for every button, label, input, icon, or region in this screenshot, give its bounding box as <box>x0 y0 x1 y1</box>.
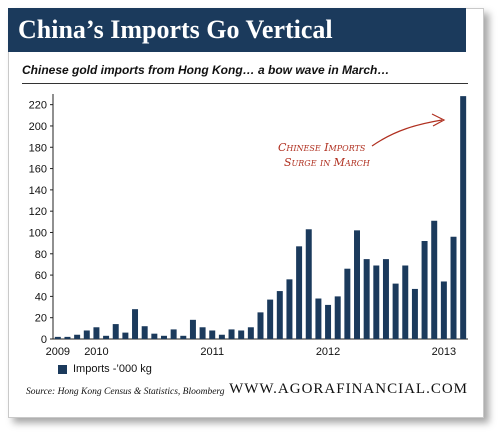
y-tick-label: 20 <box>35 313 47 325</box>
legend: Imports -’000 kg <box>58 363 152 375</box>
x-tick-label: 2010 <box>84 346 108 358</box>
bar <box>54 336 61 339</box>
bar <box>402 265 409 339</box>
y-tick-label: 220 <box>29 100 47 112</box>
y-tick-label: 180 <box>29 142 47 154</box>
chart-subtitle: Chinese gold imports from Hong Kong… a b… <box>22 63 390 77</box>
bar <box>112 324 119 339</box>
bar <box>141 326 148 339</box>
y-tick-label: 60 <box>35 270 47 282</box>
bar <box>238 330 245 339</box>
legend-label: Imports -’000 kg <box>73 363 152 375</box>
y-axis: 0 20 40 60 80 100 120 140 160 180 200 220 <box>29 94 54 346</box>
annotation-line2: Surge in March <box>284 156 370 169</box>
bar <box>151 333 158 339</box>
bar <box>180 335 187 339</box>
bar <box>189 319 196 339</box>
bar <box>170 329 177 339</box>
bar <box>74 334 81 339</box>
y-tick-label: 100 <box>29 227 47 239</box>
y-tick-label: 120 <box>29 206 47 218</box>
bars <box>54 96 467 339</box>
bar <box>315 298 322 339</box>
bar <box>392 283 399 339</box>
bar <box>103 335 110 339</box>
bar <box>93 327 100 339</box>
bar <box>450 236 457 339</box>
bar <box>363 259 370 339</box>
x-tick-label: 2011 <box>200 346 224 358</box>
bar <box>334 296 341 339</box>
x-tick-label: 2012 <box>316 346 340 358</box>
bar <box>325 304 332 339</box>
bar <box>257 312 264 339</box>
bar <box>218 334 225 339</box>
annotation-arrow <box>371 119 443 147</box>
y-tick-label: 200 <box>29 121 47 133</box>
x-tick-label: 2013 <box>432 346 456 358</box>
legend-swatch <box>58 364 67 374</box>
bar <box>354 230 360 339</box>
x-axis: 2009 2010 2011 2012 2013 <box>46 338 468 358</box>
bar <box>421 241 428 339</box>
source-note: Source: Hong Kong Census & Statistics, B… <box>26 387 225 397</box>
y-tick-label: 0 <box>41 334 47 346</box>
bar <box>161 335 167 339</box>
bar <box>296 246 303 339</box>
annotation-arrowhead <box>431 113 446 127</box>
bar <box>199 327 206 339</box>
y-tick-label: 140 <box>29 185 47 197</box>
bar <box>344 268 351 339</box>
bar <box>209 330 216 339</box>
annotation-line1: Chinese Imports <box>278 141 366 154</box>
bar <box>83 330 90 339</box>
bar <box>431 220 438 339</box>
bar <box>228 329 235 339</box>
chart-frame <box>8 8 484 418</box>
y-tick-label: 40 <box>35 291 47 303</box>
bar <box>267 299 274 339</box>
x-tick-label: 2009 <box>46 346 70 358</box>
bar <box>373 265 380 339</box>
bar <box>247 327 254 339</box>
bar <box>440 281 447 339</box>
bar <box>122 332 129 339</box>
y-tick-label: 160 <box>29 164 47 176</box>
y-tick-label: 80 <box>35 249 47 261</box>
page-title: China’s Imports Go Vertical <box>8 8 466 52</box>
bar <box>305 229 312 339</box>
website-url: WWW.AGORAFINANCIAL.COM <box>229 381 468 397</box>
bar <box>276 291 283 339</box>
bar <box>382 259 389 339</box>
bar <box>411 288 418 339</box>
bar <box>64 336 71 339</box>
chart-annotation: Chinese Imports Surge in March <box>278 140 370 170</box>
subtitle-divider <box>22 83 468 84</box>
bar <box>460 96 467 339</box>
bar <box>286 279 293 339</box>
bar <box>132 309 139 339</box>
